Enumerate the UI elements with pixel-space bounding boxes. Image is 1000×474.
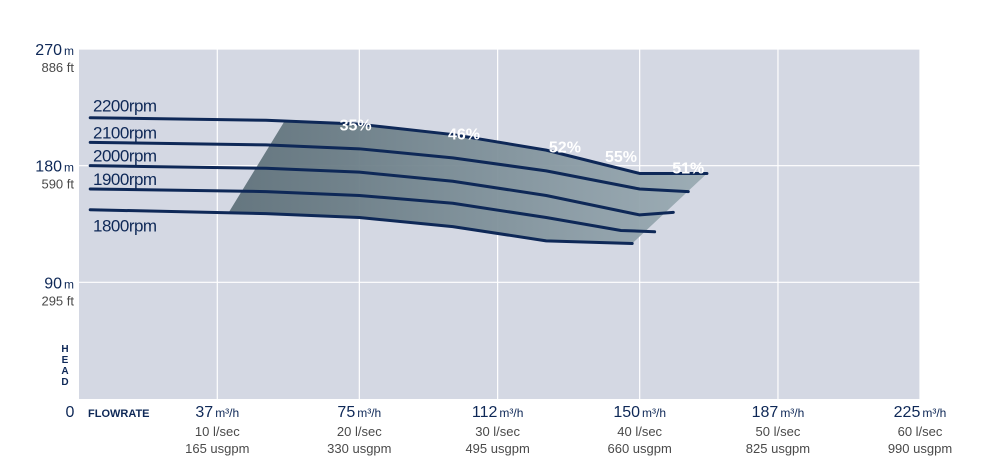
efficiency-label: 46% (448, 127, 480, 144)
x-tick-sub1: 10 l/sec (195, 424, 240, 439)
head-axis-letter: D (61, 377, 68, 388)
x-tick-sub2: 165 usgpm (185, 441, 249, 456)
curve-2000rpm (88, 164, 675, 217)
efficiency-label: 52% (549, 140, 581, 157)
x-tick-main: 187 (752, 404, 779, 421)
x-tick-main: 37 (195, 404, 213, 421)
x-tick-main: 150 (613, 404, 640, 421)
x-tick-label: 187 m³/h (752, 404, 805, 421)
x-tick-label: 75 m³/h (337, 404, 381, 421)
x-tick-main: 225 (894, 404, 921, 421)
x-tick-sub1: 20 l/sec (337, 424, 382, 439)
x-tick-sub2: 660 usgpm (608, 441, 672, 456)
efficiency-label: 55% (605, 149, 637, 166)
x-tick-label: 150 m³/h (613, 404, 666, 421)
y-tick-unit: m (64, 161, 74, 175)
x-tick-unit: m³/h (642, 406, 666, 420)
x-tick-unit: m³/h (922, 406, 946, 420)
x-tick-label: 37 m³/h (195, 404, 239, 421)
y-tick-secondary: 295 ft (41, 293, 74, 308)
head-axis-letter: H (61, 344, 68, 355)
x-tick-sub2: 825 usgpm (746, 441, 810, 456)
x-tick-label: 225 m³/h (894, 404, 947, 421)
head-axis-letter: E (62, 355, 69, 366)
x-tick-main: 75 (337, 404, 355, 421)
curve-1900rpm (88, 187, 657, 234)
flowrate-label: FLOWRATE (88, 408, 150, 420)
efficiency-label: 35% (340, 118, 372, 135)
y-tick-secondary: 886 ft (41, 60, 74, 75)
series-label-1800rpm: 1800rpm (93, 217, 157, 236)
x-tick-sub1: 30 l/sec (475, 424, 520, 439)
x-tick-sub1: 50 l/sec (756, 424, 801, 439)
curve-2100rpm (88, 140, 690, 194)
y-tick-main: 270 (35, 42, 62, 59)
x-tick-main: 112 (472, 404, 498, 421)
x-tick-label: 112 m³/h (472, 404, 524, 421)
y-tick-label: 90 m (44, 275, 74, 292)
x-tick-sub2: 990 usgpm (888, 441, 952, 456)
series-label-2000rpm: 2000rpm (93, 147, 157, 166)
x-tick-unit: m³/h (499, 406, 523, 420)
y-tick-unit: m (64, 277, 74, 291)
head-axis-letter: A (61, 366, 68, 377)
x-tick-unit: m³/h (357, 406, 381, 420)
efficiency-label: 51% (672, 160, 704, 177)
y-tick-label: 270 m (35, 42, 74, 59)
series-label-1900rpm: 1900rpm (93, 170, 157, 189)
x-tick-sub2: 495 usgpm (465, 441, 529, 456)
y-tick-main: 90 (44, 275, 62, 292)
series-label-2200rpm: 2200rpm (93, 97, 157, 116)
series-label-2100rpm: 2100rpm (93, 123, 157, 142)
x-tick-unit: m³/h (215, 406, 239, 420)
x-tick-sub1: 40 l/sec (617, 424, 662, 439)
y-tick-label: 180 m (35, 159, 74, 176)
x-tick-sub1: 60 l/sec (898, 424, 943, 439)
x-tick-sub2: 330 usgpm (327, 441, 391, 456)
origin-label: 0 (66, 404, 75, 421)
y-tick-unit: m (64, 44, 74, 58)
y-tick-main: 180 (35, 159, 62, 176)
x-tick-unit: m³/h (780, 406, 804, 420)
y-tick-secondary: 590 ft (41, 177, 74, 192)
curve-1800rpm (88, 208, 634, 245)
curve-2200rpm (88, 116, 709, 175)
